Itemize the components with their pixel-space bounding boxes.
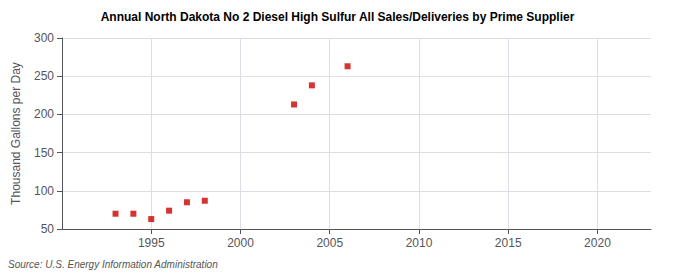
svg-text:150: 150 xyxy=(34,146,54,160)
svg-text:300: 300 xyxy=(34,31,54,45)
svg-text:2010: 2010 xyxy=(406,236,433,250)
svg-text:2015: 2015 xyxy=(495,236,522,250)
svg-text:Thousand Gallons per Day: Thousand Gallons per Day xyxy=(9,62,23,205)
svg-text:Source: U.S. Energy Informatio: Source: U.S. Energy Information Administ… xyxy=(8,259,218,270)
svg-text:1995: 1995 xyxy=(138,236,165,250)
svg-text:200: 200 xyxy=(34,107,54,121)
svg-text:2000: 2000 xyxy=(227,236,254,250)
svg-text:2005: 2005 xyxy=(316,236,343,250)
svg-text:250: 250 xyxy=(34,69,54,83)
svg-text:100: 100 xyxy=(34,184,54,198)
svg-text:2020: 2020 xyxy=(584,236,611,250)
svg-text:50: 50 xyxy=(41,222,55,236)
svg-text:Annual North Dakota No 2 Diese: Annual North Dakota No 2 Diesel High Sul… xyxy=(101,10,575,24)
